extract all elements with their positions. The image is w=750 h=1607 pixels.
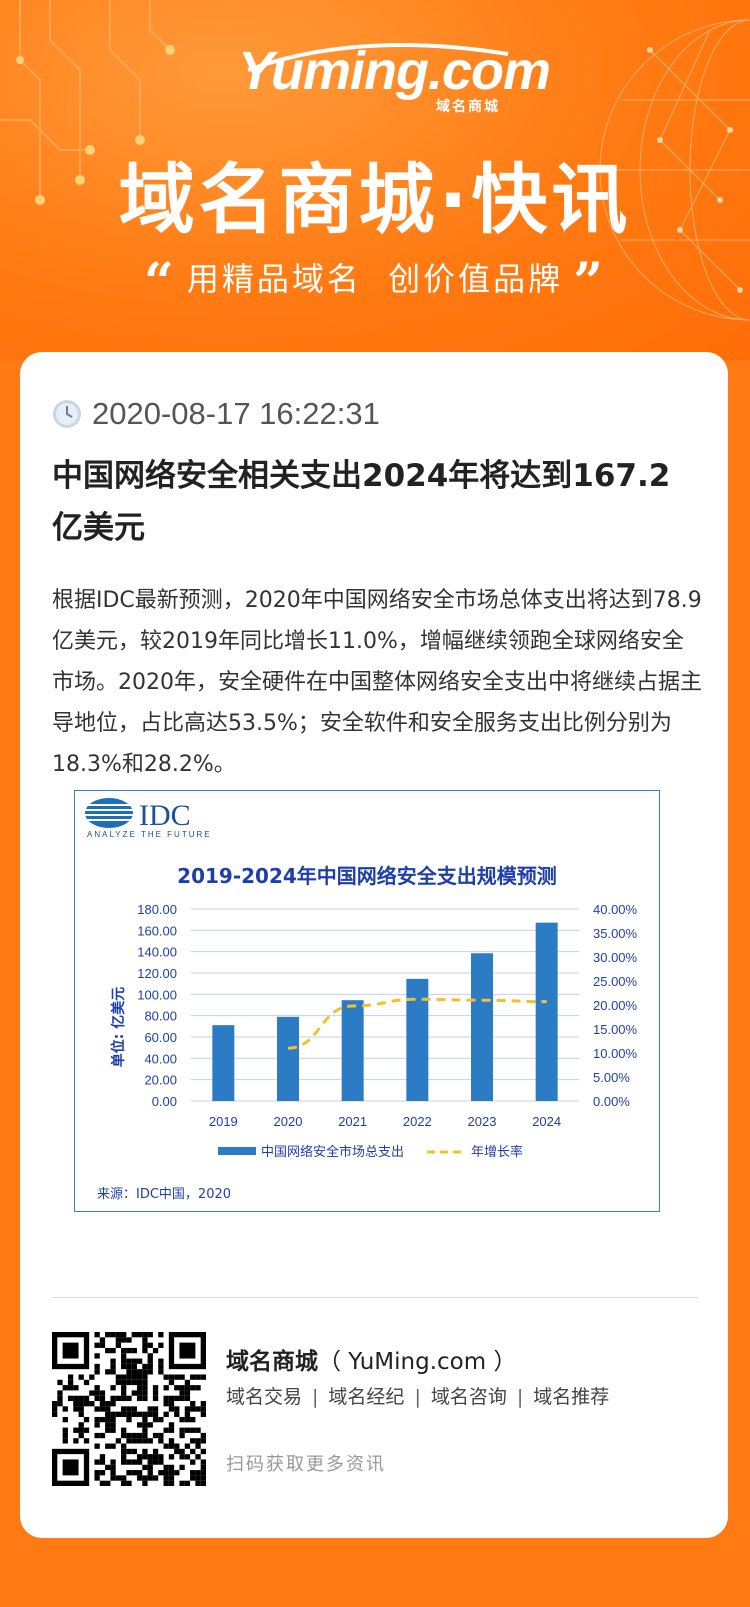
article-card: 2020-08-17 16:22:31 中国网络安全相关支出2024年将达到16…: [20, 352, 728, 1538]
link-separator: |: [516, 1386, 524, 1408]
y-tick-label: 180.00: [137, 902, 177, 917]
link-separator: |: [414, 1386, 421, 1408]
legend-label-line: 年增长率: [471, 1144, 523, 1160]
x-axis-ticks: 2019 2020 2021 2022 2023 2024: [209, 1114, 561, 1129]
footer-divider: [52, 1297, 698, 1298]
y2-tick-label: 25.00%: [593, 974, 638, 989]
circuit-decoration: [0, 0, 175, 205]
logo-subtext: 域名商城: [436, 99, 500, 115]
y-axis-label: 单位: 亿美元: [110, 987, 127, 1067]
bar-series: [212, 922, 558, 1101]
clock-icon: [53, 400, 81, 428]
brand-domain: （ YuMing.com ）: [318, 1349, 517, 1375]
bar-2020: [277, 1016, 299, 1101]
y-tick-label: 20.00: [144, 1073, 177, 1088]
y-tick-label: 140.00: [137, 945, 177, 960]
quote-open-icon: “: [143, 252, 177, 313]
x-tick-label: 2023: [468, 1114, 497, 1129]
chart-image: IDC ANALYZE THE FUTURE 2019-2024年中国网络安全支…: [74, 790, 660, 1212]
link-domain-trade[interactable]: 域名交易: [226, 1386, 303, 1408]
banner-title: 域名商城·快讯: [118, 155, 632, 244]
growth-line-series: [287, 997, 547, 1050]
idc-logo-text: IDC: [139, 799, 191, 832]
x-tick-label: 2019: [209, 1114, 238, 1129]
legend-swatch-bar: [218, 1147, 256, 1155]
chart-title: 2019-2024年中国网络安全支出规模预测: [177, 864, 557, 888]
header-banner: Yuming.com 域名商城 域名商城·快讯 “用精品域名 创价值品牌”: [0, 0, 750, 360]
y2-tick-label: 10.00%: [593, 1046, 638, 1061]
y-axis-ticks: 0.00 20.00 40.00 60.00 80.00 100.00 120.00 140.…: [137, 902, 177, 1109]
y2-tick-label: 40.00%: [593, 902, 638, 917]
chart-legend: 中国网络安全市场总支出 年增长率: [218, 1144, 523, 1160]
y2-tick-label: 20.00%: [593, 998, 638, 1013]
globe-decoration: [599, 19, 750, 321]
y-tick-label: 0.00: [152, 1094, 177, 1109]
service-links: 域名交易 | 域名经纪 | 域名咨询 | 域名推荐: [226, 1382, 609, 1409]
y2-tick-label: 0.00%: [593, 1094, 630, 1109]
bar-2022: [406, 978, 429, 1101]
x-tick-label: 2020: [274, 1114, 303, 1129]
legend-label-bar: 中国网络安全市场总支出: [261, 1144, 404, 1160]
slogan: “用精品域名 创价值品牌”: [0, 252, 750, 313]
logo-swoosh-icon: [247, 43, 509, 72]
scan-hint: 扫码获取更多资讯: [226, 1454, 386, 1475]
article-body: 根据IDC最新预测，2020年中国网络安全市场总体支出将达到78.9亿美元，较2…: [52, 588, 702, 777]
bar-2023: [471, 953, 493, 1101]
brand-line: 域名商城（ YuMing.com ）: [226, 1342, 516, 1376]
link-domain-recommend[interactable]: 域名推荐: [533, 1386, 610, 1408]
x-tick-label: 2024: [532, 1114, 561, 1129]
yuming-logo: Yuming.com 域名商城: [238, 40, 551, 120]
growth-rate-line: [287, 997, 547, 1050]
logo-text: Yuming.com: [238, 41, 551, 101]
y-tick-label: 160.00: [137, 923, 177, 938]
bar-2019: [212, 1025, 235, 1101]
link-separator: |: [312, 1386, 319, 1408]
slogan-text: 用精品域名 创价值品牌: [186, 260, 564, 298]
y-tick-label: 80.00: [144, 1009, 177, 1024]
y2-tick-label: 15.00%: [593, 1022, 638, 1037]
article-timestamp: 2020-08-17 16:22:31: [92, 396, 380, 431]
bar-2024: [535, 922, 558, 1101]
y2-tick-label: 35.00%: [593, 926, 638, 941]
x-tick-label: 2021: [338, 1114, 367, 1129]
idc-tagline: ANALYZE THE FUTURE: [87, 830, 212, 839]
chart-svg: IDC ANALYZE THE FUTURE 2019-2024年中国网络安全支…: [85, 798, 638, 1202]
link-domain-broker[interactable]: 域名经纪: [328, 1386, 405, 1408]
brand-name: 域名商城: [226, 1349, 318, 1375]
y2-tick-label: 5.00%: [593, 1070, 630, 1085]
chart-source: 来源：IDC中国，2020: [97, 1187, 231, 1202]
quote-close-icon: ”: [573, 252, 607, 313]
timestamp-row: 2020-08-17 16:22:31: [52, 396, 380, 432]
bar-2021: [341, 1000, 364, 1101]
idc-logo-icon: [85, 798, 133, 828]
y-tick-label: 40.00: [144, 1051, 177, 1066]
link-domain-consult[interactable]: 域名咨询: [430, 1386, 507, 1408]
y-tick-label: 60.00: [144, 1030, 177, 1045]
x-tick-label: 2022: [403, 1114, 432, 1129]
y2-axis-ticks: 0.00% 5.00% 10.00% 15.00% 20.00% 25.00% 30.00%…: [593, 902, 638, 1109]
y-tick-label: 120.00: [137, 966, 177, 981]
article-title: 中国网络安全相关支出2024年将达到167.2亿美元: [52, 458, 671, 546]
y2-tick-label: 30.00%: [593, 950, 638, 965]
qr-code-icon[interactable]: [52, 1332, 206, 1486]
chart-gridlines: [191, 908, 579, 1102]
y-tick-label: 100.00: [137, 987, 177, 1002]
